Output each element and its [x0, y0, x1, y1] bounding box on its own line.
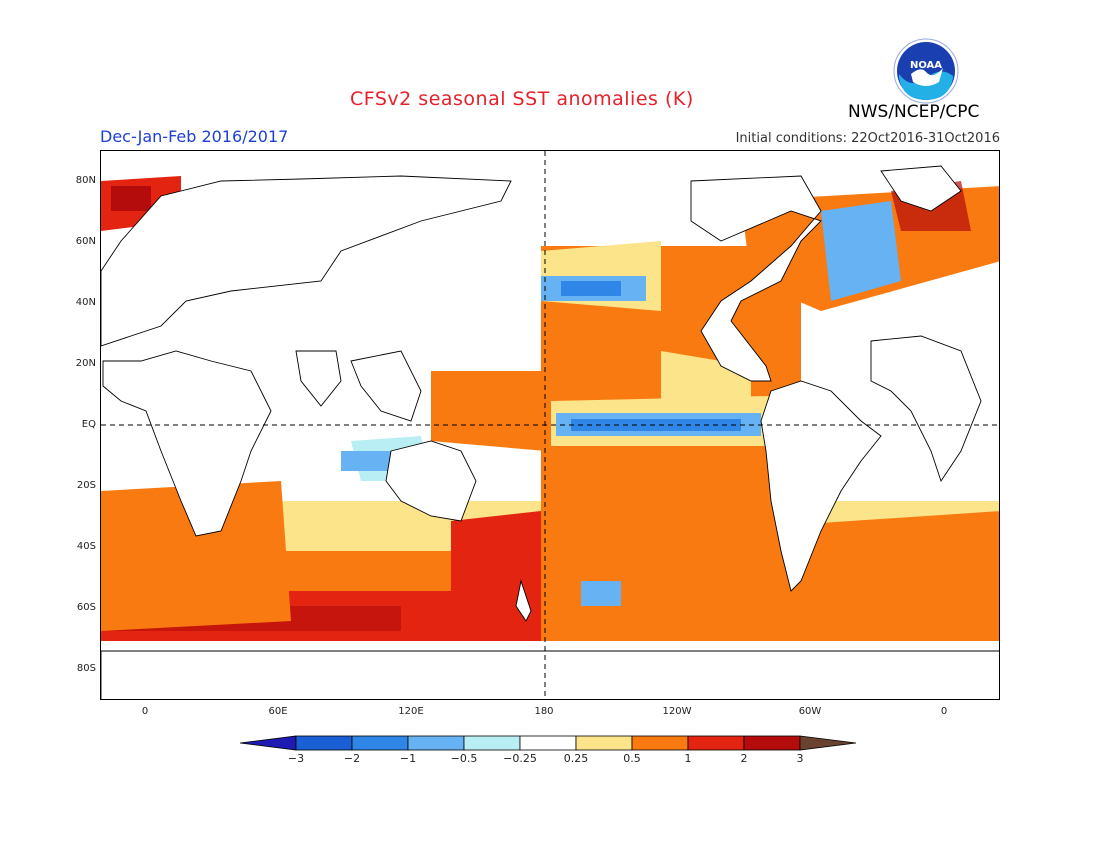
colorbar-segment [799, 735, 857, 751]
lon-label: 180 [534, 706, 554, 717]
colorbar-label: 1 [684, 752, 692, 765]
lat-label: 40S [76, 541, 96, 552]
agency-label: NWS/NCEP/CPC [848, 102, 980, 122]
colorbar-label: −2 [343, 752, 361, 765]
lat-label: 80S [76, 663, 96, 674]
logo-text: NOAA [910, 60, 942, 71]
lat-label: 40N [75, 297, 96, 308]
colorbar-segment [687, 735, 745, 751]
colorbar-segment [519, 735, 577, 751]
lat-label: 20N [75, 358, 96, 369]
colorbar-label: −3 [287, 752, 305, 765]
season-label: Dec-Jan-Feb 2016/2017 [100, 127, 289, 146]
map-canvas [101, 151, 999, 699]
colorbar-label: 3 [796, 752, 804, 765]
lat-label: 60S [76, 602, 96, 613]
lat-label: 80N [75, 175, 96, 186]
initial-conditions-label: Initial conditions: 22Oct2016-31Oct2016 [735, 131, 1000, 146]
colorbar-segment [240, 735, 297, 751]
colorbar-segment [743, 735, 801, 751]
lon-label: 120E [398, 706, 424, 717]
colorbar [240, 735, 857, 751]
lon-label: 120W [662, 706, 692, 717]
lat-label: EQ [81, 419, 96, 430]
lon-label: 60E [268, 706, 288, 717]
colorbar-segment [463, 735, 521, 751]
colorbar-label: −0.5 [450, 752, 478, 765]
lon-label: 60W [798, 706, 822, 717]
sst-anomaly-map [100, 150, 1000, 700]
lon-label: 0 [940, 706, 948, 717]
colorbar-segment [351, 735, 409, 751]
colorbar-segment [631, 735, 689, 751]
colorbar-label: 0.5 [623, 752, 641, 765]
anomaly-fill [101, 176, 999, 641]
lat-label: 60N [75, 236, 96, 247]
noaa-logo-icon: NOAA [893, 38, 959, 104]
colorbar-segment [575, 735, 633, 751]
colorbar-segment [295, 735, 353, 751]
lat-label: 20S [76, 480, 96, 491]
colorbar-label: 2 [740, 752, 748, 765]
land-masses [101, 165, 999, 699]
map-title: CFSv2 seasonal SST anomalies (K) [350, 88, 694, 110]
colorbar-label: −0.25 [503, 752, 537, 765]
colorbar-segment [407, 735, 465, 751]
colorbar-label: −1 [399, 752, 417, 765]
colorbar-label: 0.25 [563, 752, 589, 765]
lon-label: 0 [141, 706, 149, 717]
